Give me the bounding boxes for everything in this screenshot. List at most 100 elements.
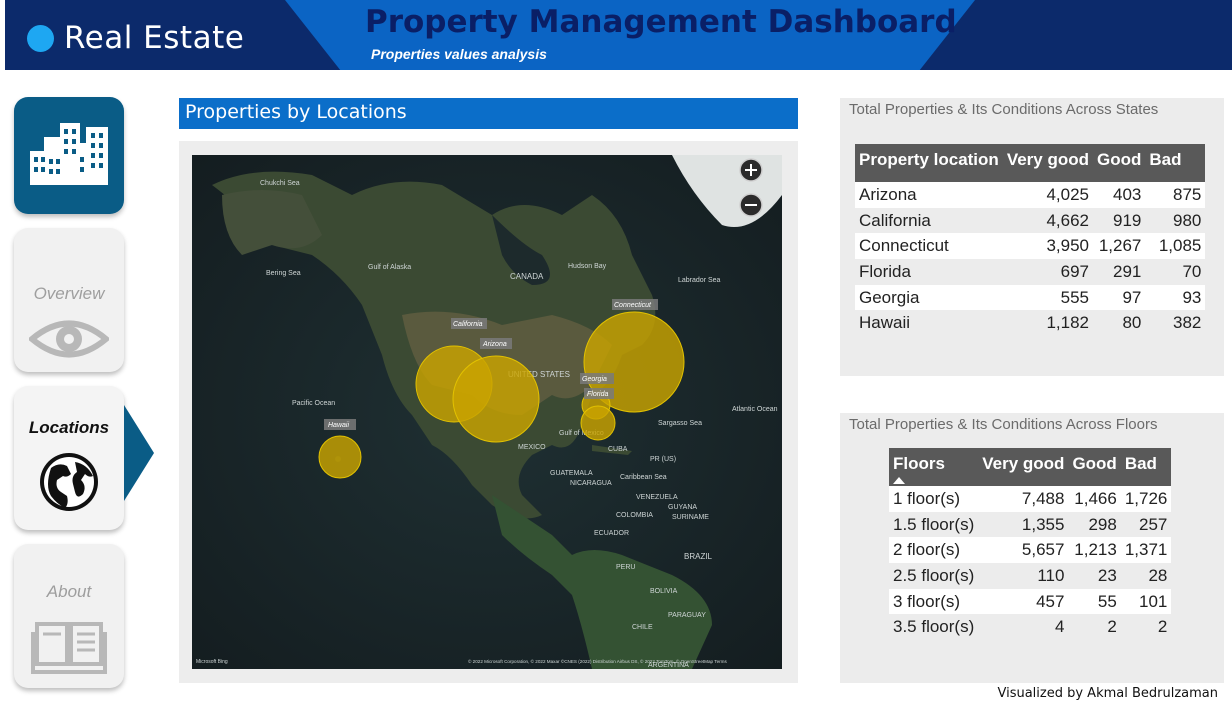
label-gulf-of-alaska: Gulf of Alaska bbox=[368, 264, 411, 271]
table-row[interactable]: Arizona 4,025 403 875 bbox=[855, 182, 1206, 208]
cell-floors: 3 floor(s) bbox=[889, 588, 979, 615]
label-bering-sea: Bering Sea bbox=[266, 270, 301, 277]
cell-floors: 1 floor(s) bbox=[889, 486, 979, 512]
cell-very-good: 110 bbox=[978, 563, 1069, 589]
label-ecuador: ECUADOR bbox=[594, 530, 629, 537]
cell-location: Georgia bbox=[855, 284, 1003, 311]
nav-about-button[interactable]: About bbox=[14, 544, 124, 688]
col-header-property-location[interactable]: Property location bbox=[855, 144, 1003, 182]
label-paraguay: PARAGUAY bbox=[668, 612, 706, 619]
cell-floors: 2.5 floor(s) bbox=[889, 563, 979, 589]
table-row[interactable]: 2.5 floor(s) 110 23 28 bbox=[889, 563, 1172, 589]
label-sargasso-sea: Sargasso Sea bbox=[658, 420, 702, 427]
bubble-florida[interactable] bbox=[580, 405, 616, 441]
label-venezuela: VENEZUELA bbox=[636, 494, 678, 501]
states-table-panel: Total Properties & Its Conditions Across… bbox=[840, 98, 1224, 376]
cell-bad: 70 bbox=[1145, 259, 1206, 285]
cell-bad: 1,085 bbox=[1145, 233, 1206, 260]
page-subtitle: Properties values analysis bbox=[371, 46, 547, 62]
buildings-icon bbox=[30, 123, 108, 185]
cell-bad: 93 bbox=[1145, 284, 1206, 311]
label-pacific-ocean: Pacific Ocean bbox=[292, 400, 335, 407]
bubble-label-connecticut: Connecticut bbox=[614, 302, 652, 309]
bubble-arizona[interactable] bbox=[452, 355, 540, 443]
cell-good: 97 bbox=[1093, 284, 1146, 311]
label-guyana: GUYANA bbox=[668, 504, 697, 511]
cell-very-good: 1,182 bbox=[1002, 310, 1093, 337]
table-row[interactable]: 3.5 floor(s) 4 2 2 bbox=[889, 614, 1172, 641]
cell-bad: 980 bbox=[1145, 207, 1206, 234]
cell-good: 80 bbox=[1093, 310, 1146, 337]
properties-map[interactable]: Chukchi Sea Bering Sea Gulf of Alaska CA… bbox=[192, 155, 782, 669]
col-header-very-good[interactable]: Very good bbox=[978, 448, 1069, 486]
brand-dot-icon bbox=[27, 24, 54, 52]
cell-good: 291 bbox=[1093, 259, 1146, 285]
table-row[interactable]: 1 floor(s) 7,488 1,466 1,726 bbox=[889, 486, 1172, 512]
brand: Real Estate bbox=[27, 20, 244, 56]
cell-good: 2 bbox=[1068, 614, 1121, 641]
label-bolivia: BOLIVIA bbox=[650, 588, 678, 595]
bubble-connecticut[interactable] bbox=[583, 311, 685, 413]
col-header-bad[interactable]: Bad bbox=[1120, 448, 1172, 486]
table-row[interactable]: California 4,662 919 980 bbox=[855, 207, 1206, 234]
map-attribution[interactable]: © 2022 Microsoft Corporation, © 2022 Max… bbox=[468, 658, 728, 664]
cell-good: 55 bbox=[1068, 588, 1121, 615]
zoom-in-button[interactable] bbox=[739, 158, 763, 182]
cell-good: 1,213 bbox=[1068, 537, 1121, 564]
table-row[interactable]: 1.5 floor(s) 1,355 298 257 bbox=[889, 511, 1172, 538]
cell-bad: 257 bbox=[1120, 511, 1172, 538]
sort-ascending-icon bbox=[893, 477, 905, 484]
col-header-floors[interactable]: Floors bbox=[889, 448, 979, 486]
cell-very-good: 4,662 bbox=[1002, 207, 1093, 234]
states-table-title: Total Properties & Its Conditions Across… bbox=[849, 101, 1159, 118]
cell-location: Florida bbox=[855, 259, 1003, 285]
cell-location: Connecticut bbox=[855, 233, 1003, 260]
cell-location: Arizona bbox=[855, 182, 1003, 208]
cell-bad: 28 bbox=[1120, 563, 1172, 589]
bubble-label-california: California bbox=[453, 321, 483, 328]
cell-floors: 3.5 floor(s) bbox=[889, 614, 979, 641]
eye-icon bbox=[14, 316, 124, 362]
table-row[interactable]: Connecticut 3,950 1,267 1,085 bbox=[855, 233, 1206, 260]
label-chukchi-sea: Chukchi Sea bbox=[260, 180, 300, 187]
col-header-bad[interactable]: Bad bbox=[1145, 144, 1206, 182]
cell-good: 919 bbox=[1093, 207, 1146, 234]
cell-good: 1,466 bbox=[1068, 486, 1121, 512]
label-peru: PERU bbox=[616, 564, 635, 571]
nav-overview-button[interactable]: Overview bbox=[14, 228, 124, 372]
bubble-label-florida: Florida bbox=[587, 391, 609, 398]
col-header-very-good[interactable]: Very good bbox=[1002, 144, 1093, 182]
col-header-good[interactable]: Good bbox=[1093, 144, 1146, 182]
nav-locations-button[interactable]: Locations bbox=[14, 386, 124, 530]
cell-very-good: 1,355 bbox=[978, 511, 1069, 538]
label-nicaragua: NICARAGUA bbox=[570, 480, 612, 487]
cell-floors: 1.5 floor(s) bbox=[889, 511, 979, 538]
cell-bad: 875 bbox=[1145, 182, 1206, 208]
header-bar: Real Estate Property Management Dashboar… bbox=[5, 0, 1232, 70]
label-hudson-bay: Hudson Bay bbox=[568, 263, 607, 270]
table-row[interactable]: Florida 697 291 70 bbox=[855, 259, 1206, 285]
label-atlantic-ocean: Atlantic Ocean bbox=[732, 406, 778, 413]
label-labrador-sea: Labrador Sea bbox=[678, 277, 721, 284]
home-button[interactable] bbox=[14, 97, 124, 214]
col-header-good[interactable]: Good bbox=[1068, 448, 1121, 486]
table-row[interactable]: Hawaii 1,182 80 382 bbox=[855, 310, 1206, 337]
cell-good: 1,267 bbox=[1093, 233, 1146, 260]
cell-very-good: 4,025 bbox=[1002, 182, 1093, 208]
label-brazil: BRAZIL bbox=[684, 552, 713, 561]
zoom-out-button[interactable] bbox=[739, 193, 763, 217]
bubble-hawaii[interactable] bbox=[318, 435, 362, 479]
floors-table[interactable]: Floors Very good Good Bad 1 floor(s) 7,4… bbox=[889, 448, 1172, 641]
active-nav-arrow bbox=[124, 405, 154, 501]
table-row[interactable]: 3 floor(s) 457 55 101 bbox=[889, 588, 1172, 615]
author-credit: Visualized by Akmal Bedrulzaman bbox=[997, 686, 1218, 701]
table-row[interactable]: Georgia 555 97 93 bbox=[855, 284, 1206, 311]
table-row[interactable]: 2 floor(s) 5,657 1,213 1,371 bbox=[889, 537, 1172, 564]
label-chile: CHILE bbox=[632, 624, 653, 631]
label-guatemala: GUATEMALA bbox=[550, 470, 593, 477]
cell-very-good: 697 bbox=[1002, 259, 1093, 285]
states-table[interactable]: Property location Very good Good Bad Ari… bbox=[855, 144, 1206, 337]
label-gulf-of-mexico: Gulf of Mexico bbox=[559, 430, 604, 437]
cell-floors: 2 floor(s) bbox=[889, 537, 979, 564]
book-icon bbox=[14, 620, 124, 676]
